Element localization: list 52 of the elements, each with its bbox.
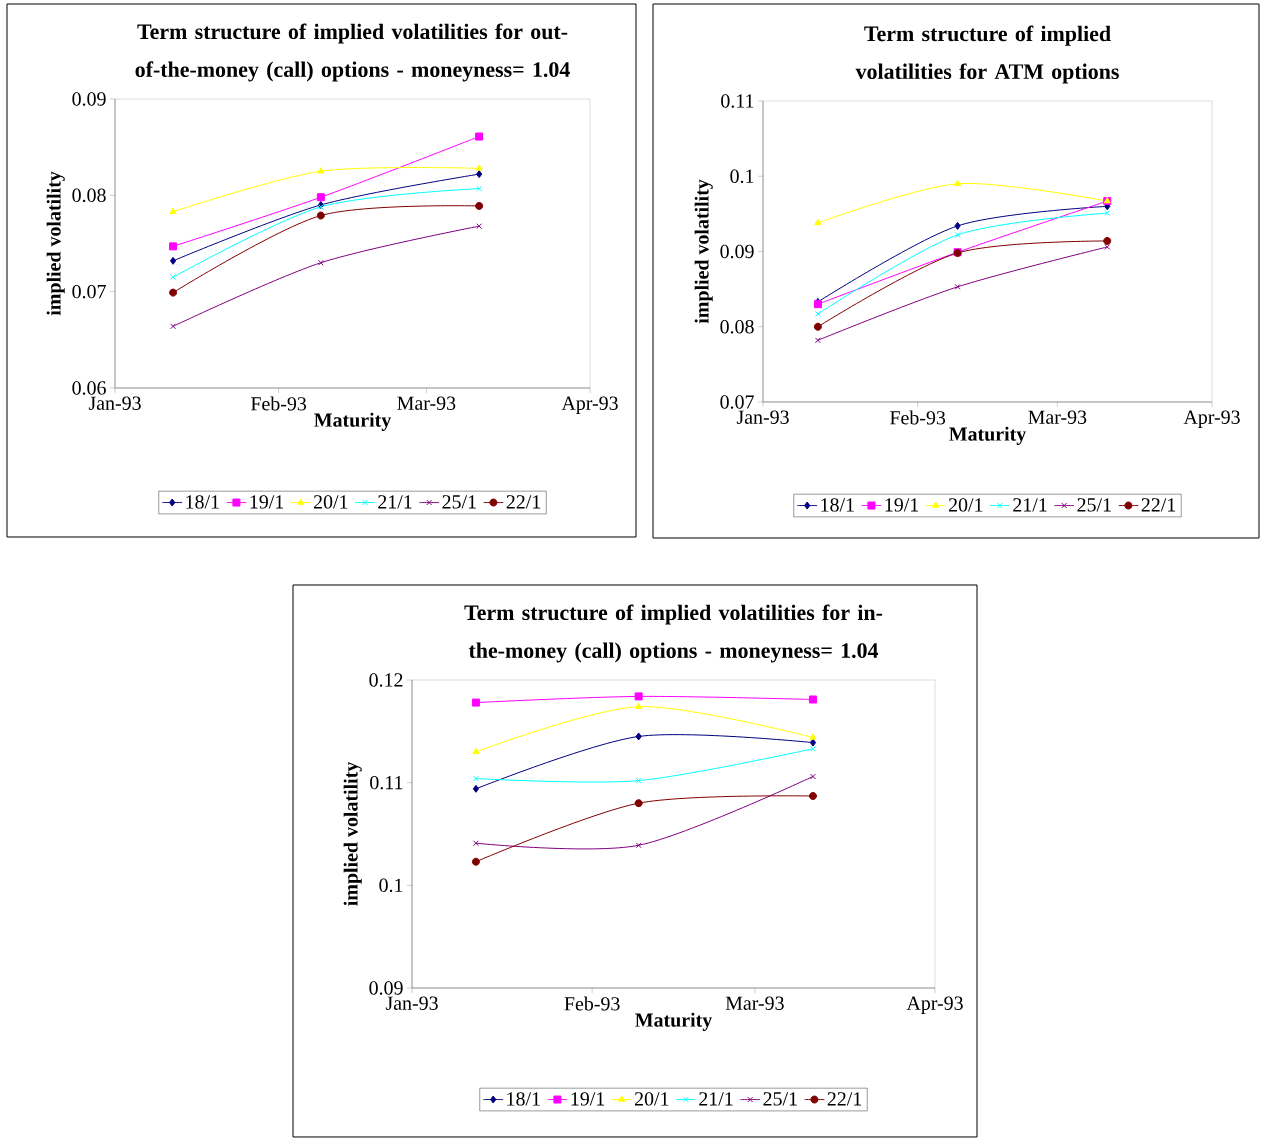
y-tick-label: 0.09: [369, 981, 403, 995]
legend-label: 19/1: [250, 495, 284, 509]
y-tick-label: 0.11: [370, 775, 403, 790]
legend-label: 20/1: [634, 1092, 669, 1106]
legend-label: 21/1: [378, 495, 412, 509]
x-tick-label: Apr-93: [1183, 410, 1240, 428]
legend-label: 18/1: [186, 495, 219, 509]
x-tick-label: Jan-93: [385, 996, 438, 1010]
x-tick-label: Mar-93: [725, 996, 784, 1010]
y-axis-title: implied volatility: [46, 171, 65, 316]
y-tick-label: 0.06: [72, 381, 106, 395]
y-axis-title: implied volatility: [343, 761, 362, 906]
x-tick-label: Mar-93: [397, 396, 456, 410]
legend-label: 20/1: [948, 498, 983, 512]
x-axis-title: Maturity: [635, 1012, 713, 1031]
x-tick-label: Feb-93: [250, 396, 307, 411]
x-tick-label: Mar-93: [1028, 410, 1087, 424]
x-tick-label: Apr-93: [561, 396, 618, 414]
x-tick-label: Jan-93: [88, 396, 141, 410]
legend-label: 18/1: [507, 1092, 540, 1106]
y-tick-label: 0.09: [72, 92, 106, 106]
y-tick-label: 0.1: [379, 878, 403, 893]
chart-title: Term structure of implied volatilities for ATM options: [855, 25, 1119, 84]
y-tick-label: 0.09: [720, 244, 754, 259]
y-tick-label: 0.1: [730, 169, 754, 183]
legend-label: 21/1: [1013, 498, 1047, 512]
y-axis-title: implied volatility: [694, 179, 713, 324]
chart-title: Term structure of implied volatilities for in-the-money (call) options - moneyness= 1.04: [464, 604, 883, 663]
y-tick-label: 0.12: [369, 673, 403, 687]
y-tick-label: 0.07: [72, 284, 106, 299]
x-tick-label: Feb-93: [890, 410, 946, 425]
legend-label: 25/1: [1077, 498, 1111, 512]
legend-label: 21/1: [699, 1092, 733, 1106]
legend-label: 20/1: [313, 495, 348, 509]
chart-title: Term structure of implied volatilities for out-of-the-money (call) options - moneyness= 1.04: [135, 23, 570, 82]
y-tick-label: 0.07: [720, 395, 754, 409]
x-tick-label: Jan-93: [736, 410, 789, 424]
legend-label: 19/1: [571, 1092, 605, 1106]
legend-label: 22/1: [1141, 498, 1176, 512]
legend-label: 22/1: [506, 495, 541, 509]
legend-label: 25/1: [763, 1092, 797, 1106]
legend-label: 18/1: [821, 498, 854, 512]
x-tick-label: Feb-93: [564, 996, 620, 1011]
y-tick-label: 0.08: [72, 188, 106, 203]
legend-label: 22/1: [827, 1092, 862, 1106]
legend-label: 19/1: [885, 498, 919, 512]
y-tick-label: 0.11: [721, 94, 754, 108]
x-tick-label: Apr-93: [906, 996, 963, 1014]
legend-label: 25/1: [442, 495, 476, 509]
x-axis-title: Maturity: [314, 412, 392, 431]
y-tick-label: 0.08: [720, 319, 754, 334]
x-axis-title: Maturity: [949, 426, 1027, 445]
